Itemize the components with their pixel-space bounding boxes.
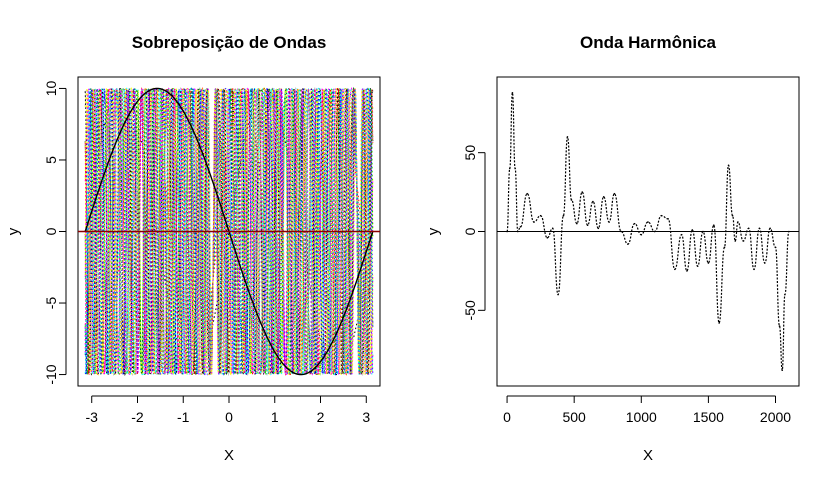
- harmonic-data-point: [511, 91, 514, 94]
- harmonic-data-point: [557, 293, 559, 296]
- harmonic-data-point: [680, 233, 683, 236]
- overlay-x-tick-label: 2: [317, 409, 325, 425]
- overlay-y-tick-label: -5: [43, 297, 59, 310]
- harmonic-x-tick-label: 2000: [760, 409, 791, 425]
- harmonic-data-point: [747, 227, 750, 230]
- harmonic-data-point: [758, 227, 761, 230]
- harmonic-data-point: [653, 230, 656, 233]
- harmonic-y-tick-label: 50: [462, 145, 478, 161]
- harmonic-data-point: [774, 246, 777, 249]
- harmonic-data-point: [723, 246, 726, 249]
- harmonic-data-point: [763, 262, 766, 264]
- harmonic-data-point: [633, 222, 636, 225]
- harmonic-data-point: [517, 230, 519, 233]
- overlay-y-tick-label: 0: [43, 227, 59, 235]
- harmonic-data-point: [734, 240, 737, 242]
- harmonic-data-point: [742, 240, 745, 242]
- overlay-x-tick-label: -2: [131, 409, 144, 425]
- overlay-wave-series: [84, 87, 374, 376]
- harmonic-x-tick-label: 1500: [693, 409, 724, 425]
- overlay-x-axis-title: X: [224, 447, 234, 464]
- harmonic-data-point: [608, 221, 610, 223]
- harmonic-data-point: [546, 237, 549, 239]
- harmonic-data-point: [519, 225, 522, 228]
- harmonic-data-point: [696, 265, 699, 267]
- harmonic-chart-title: Onda Harmônica: [580, 33, 717, 52]
- harmonic-x-axis-title: X: [643, 447, 653, 464]
- overlay-x-tick-label: 0: [225, 409, 233, 425]
- harmonic-y-axis-title: y: [425, 227, 442, 235]
- harmonic-data-point: [769, 227, 771, 230]
- harmonic-data-point: [727, 164, 730, 167]
- overlay-y-axis-title: y: [5, 227, 22, 235]
- harmonic-data-point: [707, 262, 710, 264]
- harmonic-data-point: [647, 221, 649, 223]
- harmonic-data-point: [570, 199, 573, 201]
- harmonic-data-point: [627, 243, 629, 245]
- overlay-y-tick-label: 10: [43, 80, 59, 96]
- harmonic-data-point: [586, 224, 589, 226]
- overlay-wave-series: [84, 88, 374, 375]
- overlay-x-tick-label: 3: [362, 409, 370, 425]
- harmonic-data-point: [667, 218, 669, 220]
- harmonic-data-point: [640, 233, 643, 236]
- overlay-x-tick-label: -3: [86, 409, 99, 425]
- harmonic-data-point: [778, 325, 781, 327]
- harmonic-data-point: [712, 224, 715, 226]
- harmonic-data-point: [526, 192, 528, 195]
- harmonic-data-point: [613, 192, 616, 195]
- harmonic-data-point: [539, 214, 542, 217]
- overlay-y-tick-label: -10: [43, 364, 59, 384]
- harmonic-y-tick-label: 0: [462, 227, 478, 235]
- harmonic-x-tick-label: 500: [562, 409, 586, 425]
- harmonic-data-point: [597, 227, 600, 230]
- harmonic-data-point: [592, 200, 594, 203]
- harmonic-data-point: [702, 230, 704, 233]
- harmonic-data-point: [508, 167, 511, 170]
- overlay-x-tick-label: 1: [271, 409, 279, 425]
- harmonic-x-tick-label: 1000: [626, 409, 657, 425]
- overlay-y-tick-label: 5: [43, 156, 59, 164]
- harmonic-data-point: [660, 214, 663, 217]
- harmonic-data-point: [674, 268, 676, 271]
- harmonic-data-point: [506, 230, 508, 233]
- harmonic-data-point: [691, 229, 694, 231]
- harmonic-y-tick-label: -50: [462, 300, 478, 320]
- harmonic-data-point: [781, 369, 784, 372]
- harmonic-data-point: [581, 191, 584, 193]
- harmonic-data-point: [533, 221, 535, 223]
- harmonic-data-point: [514, 167, 516, 170]
- harmonic-data-point: [718, 322, 720, 324]
- harmonic-data-point: [737, 221, 739, 223]
- harmonic-data-point: [576, 222, 578, 225]
- harmonic-data-point: [784, 293, 786, 296]
- overlay-chart-title: Sobreposição de Ondas: [132, 33, 327, 52]
- harmonic-data-point: [602, 196, 605, 198]
- harmonic-data-point: [788, 230, 790, 233]
- harmonic-data-point: [551, 227, 554, 230]
- harmonic-data-point: [753, 268, 755, 271]
- harmonic-data-point: [562, 214, 565, 217]
- harmonic-data-point: [731, 214, 734, 217]
- harmonic-data-point: [620, 230, 622, 233]
- overlay-wave-series: [84, 88, 374, 375]
- overlay-x-tick-label: -1: [177, 409, 190, 425]
- harmonic-data-point: [686, 270, 688, 272]
- harmonic-x-tick-label: 0: [503, 409, 511, 425]
- harmonic-data-point: [566, 136, 569, 138]
